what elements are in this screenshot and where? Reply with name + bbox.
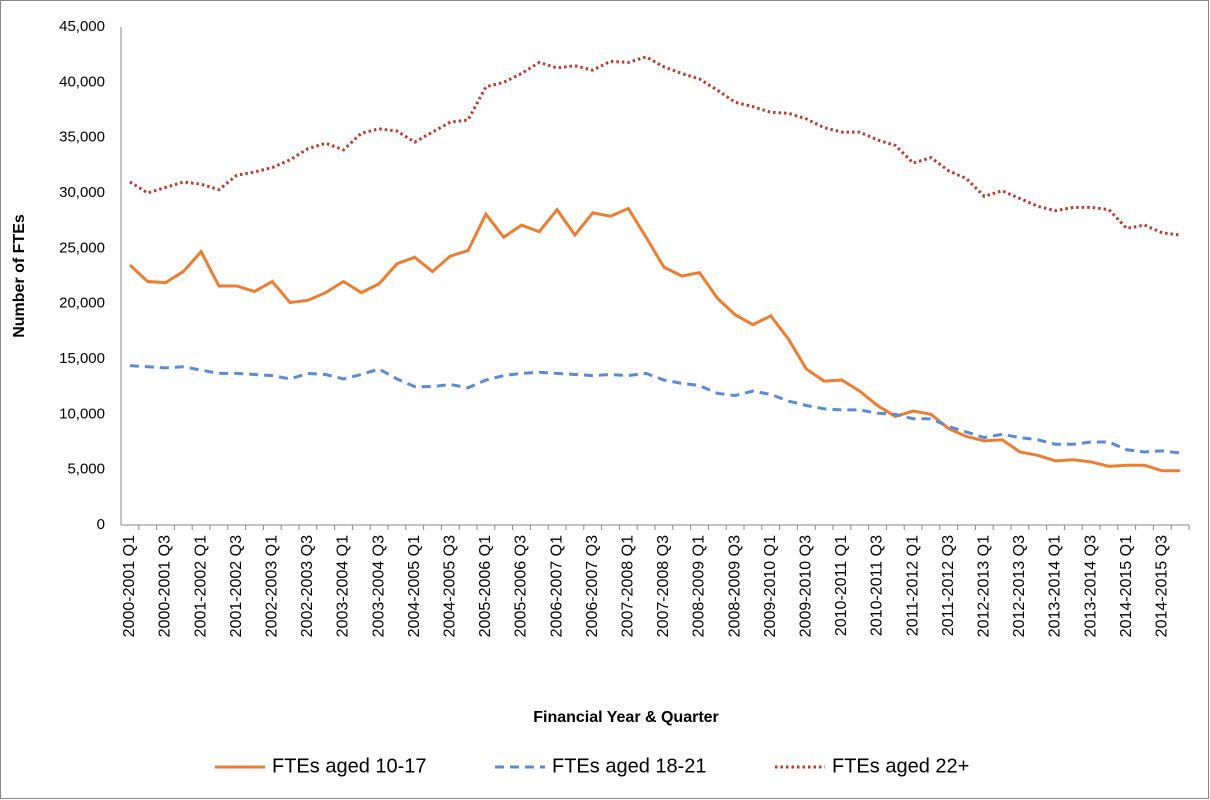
- y-tick-label: 40,000: [59, 73, 105, 90]
- series-line: [128, 206, 1181, 473]
- x-tick-label: 2001-2002 Q1: [192, 535, 209, 637]
- x-tick-label: 2008-2009 Q1: [691, 535, 708, 637]
- x-tick-label: 2001-2002 Q3: [228, 535, 245, 637]
- x-tick-label: 2012-2013 Q3: [1011, 535, 1028, 637]
- x-tick-label: 2000-2001 Q1: [121, 535, 138, 637]
- x-tick-label: 2009-2010 Q1: [762, 535, 779, 637]
- x-tick-label: 2004-2005 Q1: [406, 535, 423, 637]
- legend-label: FTEs aged 10-17: [272, 755, 427, 777]
- y-tick-label: 10,000: [59, 405, 105, 422]
- x-tick-label: 2011-2012 Q3: [940, 535, 957, 636]
- x-tick-label: 2010-2011 Q1: [833, 535, 850, 636]
- x-tick-label: 2005-2006 Q1: [477, 535, 494, 637]
- y-tick-label: 25,000: [59, 239, 105, 256]
- y-tick-label: 15,000: [59, 350, 105, 367]
- x-tick-label: 2009-2010 Q3: [798, 535, 815, 637]
- x-tick-label: 2000-2001 Q3: [157, 535, 174, 637]
- x-tick-label: 2002-2003 Q3: [299, 535, 316, 637]
- x-tick-label: 2003-2004 Q1: [335, 535, 352, 637]
- y-tick-label: 5,000: [67, 461, 105, 478]
- x-tick-label: 2006-2007 Q1: [548, 535, 565, 637]
- x-tick-label: 2013-2014 Q1: [1047, 535, 1064, 637]
- x-tick-label: 2011-2012 Q1: [904, 535, 921, 636]
- y-tick-label: 35,000: [59, 129, 105, 146]
- y-tick-label: 30,000: [59, 184, 105, 201]
- x-tick-label: 2012-2013 Q1: [976, 535, 993, 637]
- x-tick-label: 2014-2015 Q1: [1118, 535, 1135, 637]
- x-tick-label: 2007-2008 Q3: [655, 535, 672, 637]
- series-line: [129, 55, 1181, 237]
- x-tick-label: 2007-2008 Q1: [620, 535, 637, 637]
- y-tick-label: 0: [97, 516, 105, 533]
- legend-label: FTEs aged 22+: [832, 755, 969, 777]
- x-tick-label: 2002-2003 Q1: [264, 535, 281, 637]
- x-tick-label: 2014-2015 Q3: [1154, 535, 1171, 637]
- x-tick-label: 2013-2014 Q3: [1082, 535, 1099, 637]
- x-tick-label: 2004-2005 Q3: [442, 535, 459, 637]
- x-tick-label: 2003-2004 Q3: [370, 535, 387, 637]
- x-axis-title: Financial Year & Quarter: [533, 709, 719, 726]
- x-tick-label: 2010-2011 Q3: [869, 535, 886, 636]
- x-tick-label: 2005-2006 Q3: [513, 535, 530, 637]
- y-tick-label: 20,000: [59, 295, 105, 312]
- y-tick-label: 45,000: [59, 18, 105, 35]
- x-tick-label: 2006-2007 Q3: [584, 535, 601, 637]
- legend-label: FTEs aged 18-21: [552, 755, 707, 777]
- y-axis-title: Number of FTEs: [11, 214, 28, 338]
- x-tick-label: 2008-2009 Q3: [726, 535, 743, 637]
